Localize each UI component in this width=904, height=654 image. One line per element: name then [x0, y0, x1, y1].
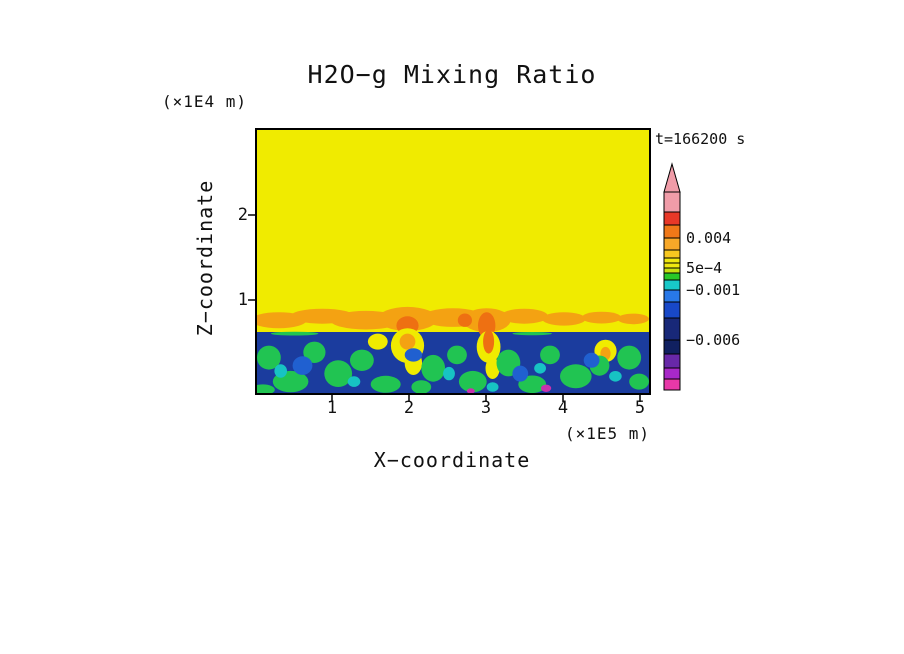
colorbar-segment [663, 267, 681, 274]
colorbar-value-label: −0.001 [686, 281, 741, 299]
colorbar-segment [663, 262, 681, 269]
colorbar-segment [663, 279, 681, 291]
colorbar-segment [663, 211, 681, 226]
x-axis-unit-label: (×1E5 m) [565, 424, 651, 443]
colorbar-segment [663, 353, 681, 369]
x-tick-label: 4 [557, 398, 569, 418]
time-annotation: t=166200 s [655, 130, 746, 148]
heatmap-field [255, 128, 651, 395]
colorbar-segment [663, 272, 681, 281]
x-axis-title: X−coordinate [373, 448, 531, 472]
colorbar-segment [663, 237, 681, 251]
plot-frame [255, 128, 651, 395]
colorbar-segment [663, 367, 681, 380]
y-tick-label: 2 [237, 205, 248, 225]
colorbar [663, 162, 681, 391]
x-tick-label: 3 [480, 398, 492, 418]
heatmap-plot [248, 128, 651, 402]
y-axis-unit-label: (×1E4 m) [162, 92, 248, 111]
x-tick-label: 1 [326, 398, 338, 418]
y-tick-label: 1 [237, 290, 248, 310]
colorbar-arrow-tip [663, 162, 681, 193]
y-axis-title: Z−coordinate [193, 179, 217, 337]
colorbar-segment [663, 257, 681, 264]
colorbar-segment [663, 249, 681, 259]
colorbar-segment [663, 301, 681, 319]
colorbar-value-label: 5e−4 [686, 259, 723, 277]
colorbar-segment [663, 378, 681, 391]
x-tick-label: 2 [403, 398, 415, 418]
colorbar-segment [663, 317, 681, 341]
x-tick-label: 5 [634, 398, 646, 418]
colorbar-value-label: −0.006 [686, 331, 741, 349]
colorbar-value-label: 0.004 [686, 229, 732, 247]
colorbar-segment [663, 289, 681, 303]
colorbar-segment [663, 191, 681, 213]
chart-title: H2O−g Mixing Ratio [307, 60, 597, 89]
colorbar-segment [663, 339, 681, 355]
colorbar-segment [663, 224, 681, 239]
